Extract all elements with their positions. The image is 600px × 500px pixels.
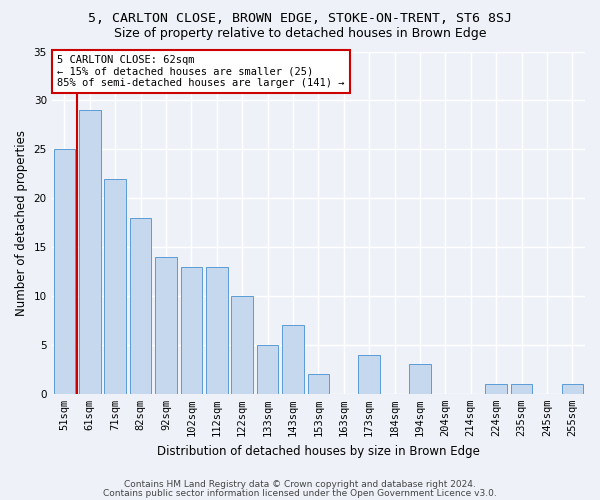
Bar (155, 257, 177, 394)
Text: 5, CARLTON CLOSE, BROWN EDGE, STOKE-ON-TRENT, ST6 8SJ: 5, CARLTON CLOSE, BROWN EDGE, STOKE-ON-T… (88, 12, 512, 26)
Bar (282, 326, 304, 394)
Bar (308, 374, 329, 394)
Bar (485, 384, 507, 394)
Bar (206, 266, 227, 394)
Bar (562, 384, 583, 394)
Text: Contains public sector information licensed under the Open Government Licence v3: Contains public sector information licen… (103, 489, 497, 498)
Bar (257, 345, 278, 394)
Bar (53, 150, 75, 394)
Bar (409, 364, 431, 394)
Bar (511, 384, 532, 394)
Text: Contains HM Land Registry data © Crown copyright and database right 2024.: Contains HM Land Registry data © Crown c… (124, 480, 476, 489)
Bar (181, 266, 202, 394)
Bar (232, 296, 253, 394)
Text: 5 CARLTON CLOSE: 62sqm
← 15% of detached houses are smaller (25)
85% of semi-det: 5 CARLTON CLOSE: 62sqm ← 15% of detached… (57, 55, 344, 88)
Bar (358, 354, 380, 394)
Text: Size of property relative to detached houses in Brown Edge: Size of property relative to detached ho… (114, 28, 486, 40)
X-axis label: Distribution of detached houses by size in Brown Edge: Distribution of detached houses by size … (157, 444, 480, 458)
Bar (79, 110, 101, 394)
Bar (104, 178, 126, 394)
Y-axis label: Number of detached properties: Number of detached properties (15, 130, 28, 316)
Bar (130, 218, 151, 394)
